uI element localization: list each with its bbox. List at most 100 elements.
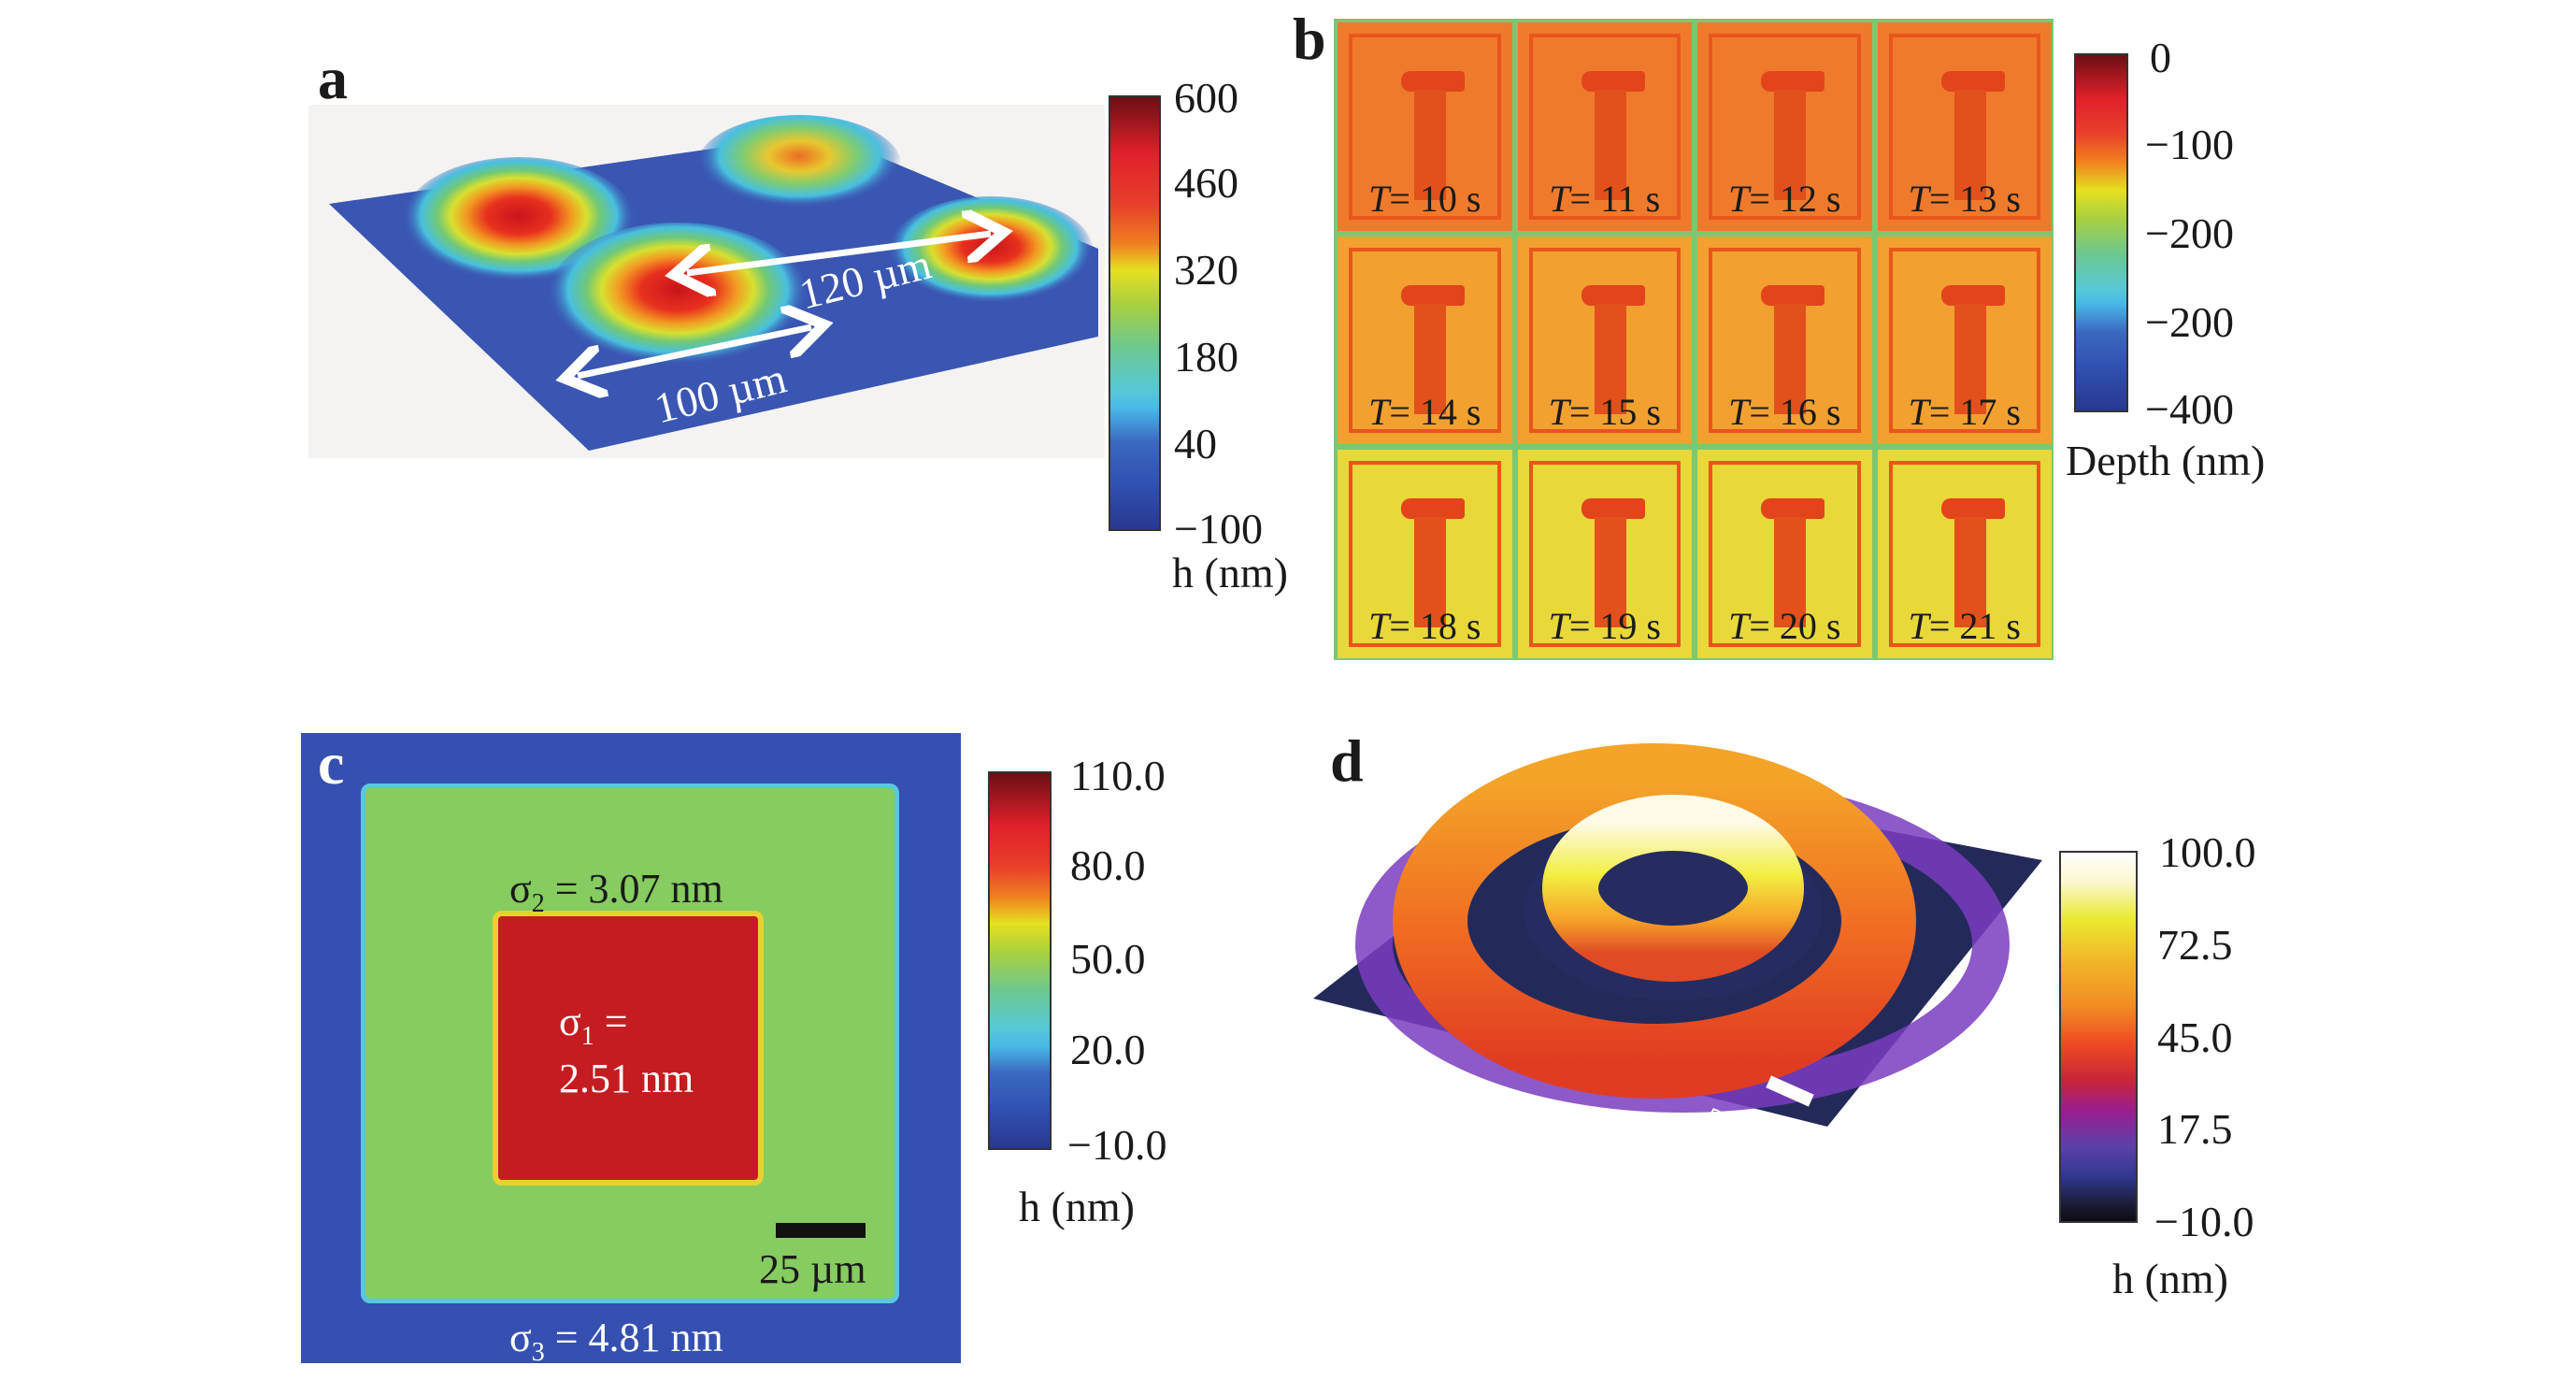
colorbar-c xyxy=(988,771,1052,1150)
sigma3-value: = 4.81 nm xyxy=(544,1315,723,1360)
tick-label: 17.5 xyxy=(2157,1105,2233,1153)
colorbar-a xyxy=(1109,95,1161,531)
sigma1-equals: = xyxy=(594,999,628,1044)
column-capital-icon xyxy=(1761,284,1825,306)
frame-label: T= 21 s xyxy=(1878,604,2053,647)
column-capital-icon xyxy=(1940,498,2005,520)
column-capital-icon xyxy=(1940,284,2005,306)
column-capital-icon xyxy=(1940,71,2005,92)
arrow-120um xyxy=(687,234,991,273)
tick-label: 80.0 xyxy=(1070,841,1146,889)
time-value: = 16 s xyxy=(1749,391,1841,434)
time-value: = 14 s xyxy=(1389,391,1481,434)
column-shaft-icon xyxy=(1594,517,1626,628)
panel-label-b: b xyxy=(1293,6,1326,72)
frame-border xyxy=(1888,34,2040,220)
frame-border xyxy=(1709,461,1861,647)
column-shaft-icon xyxy=(1953,303,1986,414)
colorbar-b xyxy=(2074,53,2128,412)
tick-label: −10.0 xyxy=(2154,1198,2254,1245)
bump-back-right xyxy=(696,115,902,218)
column-shaft-icon xyxy=(1953,90,1986,200)
frame-border xyxy=(1349,34,1501,220)
time-value: = 21 s xyxy=(1928,604,2021,647)
frame-label: T= 12 s xyxy=(1697,180,1872,218)
time-value: = 19 s xyxy=(1568,604,1661,647)
frame-label: T= 14 s xyxy=(1338,394,1512,431)
colorbar-a-unit: h (nm) xyxy=(1172,549,1288,597)
sigma-symbol: σ xyxy=(509,1315,532,1360)
frame-border xyxy=(1709,34,1861,220)
frame-border xyxy=(1349,247,1501,434)
frame-label: T= 20 s xyxy=(1697,604,1872,647)
frame-label: T= 13 s xyxy=(1878,180,2053,218)
frame-cell: T= 16 s xyxy=(1697,236,1872,445)
frame-border xyxy=(1528,461,1681,647)
frame-cell: T= 19 s xyxy=(1517,450,1692,658)
panel-label-a: a xyxy=(318,45,348,111)
arrow-100um xyxy=(578,327,811,376)
frame-cell: T= 15 s xyxy=(1517,236,1693,445)
frame-label: T= 18 s xyxy=(1338,604,1512,647)
tick-label: 180 xyxy=(1174,333,1238,381)
column-shaft-icon xyxy=(1594,303,1626,414)
panel-label-c: c xyxy=(318,730,345,797)
tick-label: 320 xyxy=(1174,246,1238,294)
panel-c-map xyxy=(301,733,961,1363)
outer-spiral-arm xyxy=(1393,743,1916,1099)
frame-cell: T= 18 s xyxy=(1338,450,1512,658)
frame-label: T= 16 s xyxy=(1697,394,1872,431)
frame-cell: T= 17 s xyxy=(1877,236,2053,445)
frame-cell: T= 12 s xyxy=(1697,22,1872,231)
tick-label: −200 xyxy=(2145,298,2234,346)
time-symbol: T xyxy=(1548,604,1569,647)
sigma-subscript: 2 xyxy=(531,888,545,918)
colorbar-c-unit: h (nm) xyxy=(1019,1183,1135,1230)
time-symbol: T xyxy=(1908,177,1929,220)
tick-label: 72.5 xyxy=(2157,921,2233,969)
time-symbol: T xyxy=(1728,391,1750,434)
frame-cell: T= 20 s xyxy=(1697,450,1872,658)
tick-label: −400 xyxy=(2145,385,2234,433)
tick-label: 20.0 xyxy=(1070,1026,1146,1073)
tick-label: 100.0 xyxy=(2159,828,2256,876)
time-value: = 13 s xyxy=(1928,177,2021,220)
sigma-symbol: σ xyxy=(509,866,532,912)
column-capital-icon xyxy=(1401,71,1465,92)
scale-bar-c-label: 25 µm xyxy=(759,1246,866,1292)
frame-label: T= 15 s xyxy=(1518,394,1693,431)
sigma2-value: = 3.07 nm xyxy=(544,866,723,912)
column-shaft-icon xyxy=(1774,517,1806,628)
frame-label: T= 17 s xyxy=(1878,394,2053,431)
column-shaft-icon xyxy=(1953,517,1986,628)
time-value: = 15 s xyxy=(1568,391,1661,434)
tick-label: −10.0 xyxy=(1067,1121,1167,1169)
time-series-grid: T= 10 s T= 11 s T= 12 s T= 13 s T= 14 s T= 15… xyxy=(1334,19,2054,660)
column-capital-icon xyxy=(1401,284,1465,306)
column-capital-icon xyxy=(1581,284,1645,306)
tick-label: −100 xyxy=(2145,121,2234,168)
column-capital-icon xyxy=(1581,71,1645,92)
time-value: = 18 s xyxy=(1389,604,1481,647)
sigma-subscript: 3 xyxy=(531,1337,545,1367)
frame-cell: T= 10 s xyxy=(1338,22,1512,231)
inner-spiral-arm xyxy=(1542,795,1804,982)
frame-label: T= 10 s xyxy=(1338,180,1512,218)
time-value: = 20 s xyxy=(1749,604,1841,647)
column-shaft-icon xyxy=(1594,90,1626,200)
time-value: = 11 s xyxy=(1569,177,1661,220)
colorbar-d xyxy=(2059,851,2138,1223)
colorbar-b-unit: Depth (nm) xyxy=(2066,437,2266,484)
frame-border xyxy=(1528,247,1681,434)
frame-border xyxy=(1888,247,2040,434)
time-symbol: T xyxy=(1368,604,1390,647)
tick-label: 0 xyxy=(2150,34,2171,81)
column-shaft-icon xyxy=(1414,517,1446,628)
tick-label: 50.0 xyxy=(1070,935,1146,983)
tick-label: 600 xyxy=(1174,74,1238,122)
column-shaft-icon xyxy=(1414,90,1446,200)
column-capital-icon xyxy=(1401,498,1465,520)
time-symbol: T xyxy=(1368,391,1390,434)
